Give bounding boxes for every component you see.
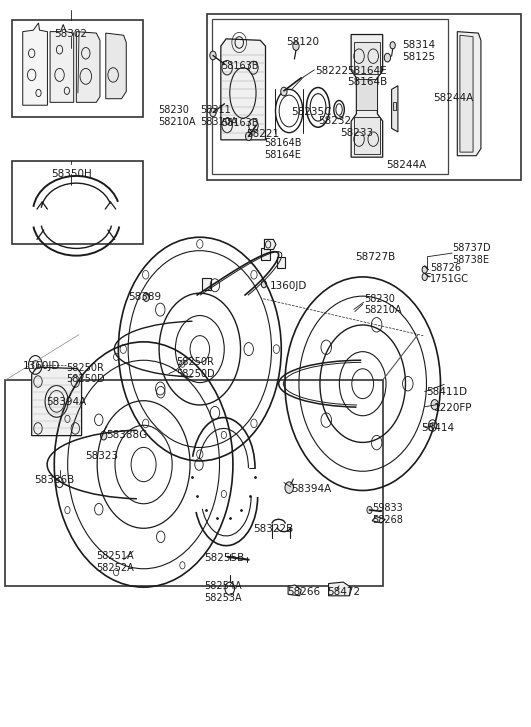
Bar (207, 14, 521, 180)
Polygon shape (457, 32, 481, 156)
Circle shape (100, 431, 107, 440)
Text: 58394A: 58394A (290, 484, 331, 494)
Text: 1220FP: 1220FP (434, 403, 472, 412)
Polygon shape (76, 32, 100, 103)
Polygon shape (50, 25, 74, 103)
Text: 58388G: 58388G (106, 430, 147, 440)
Polygon shape (392, 103, 396, 110)
Circle shape (422, 273, 427, 281)
Polygon shape (329, 582, 350, 596)
Text: 58266: 58266 (288, 587, 321, 597)
Polygon shape (221, 39, 266, 140)
Polygon shape (32, 367, 82, 435)
Text: 58250R
58250D: 58250R 58250D (66, 363, 105, 385)
Polygon shape (351, 34, 383, 157)
Text: 58322B: 58322B (253, 524, 293, 534)
Text: 58164E: 58164E (347, 66, 387, 76)
Polygon shape (460, 35, 473, 152)
Bar (354, 118, 380, 153)
Circle shape (285, 482, 293, 494)
Text: 58244A: 58244A (387, 160, 426, 170)
Text: 58726
1751GC: 58726 1751GC (430, 262, 469, 284)
Text: 58230
58210A: 58230 58210A (364, 294, 402, 315)
Text: 58414: 58414 (421, 423, 454, 433)
Circle shape (431, 422, 435, 428)
Text: 59833
58268: 59833 58268 (372, 504, 403, 525)
Text: 58411D: 58411D (426, 387, 467, 398)
Text: 58250R
58250D: 58250R 58250D (176, 357, 215, 379)
Text: 58233: 58233 (341, 128, 374, 137)
Bar (261, 248, 270, 260)
Circle shape (390, 41, 395, 49)
Text: 58254A
58253A: 58254A 58253A (204, 582, 242, 603)
Bar (5, 380, 383, 586)
Text: 58244A: 58244A (434, 93, 474, 103)
Text: 58255B: 58255B (204, 553, 245, 563)
Bar (277, 257, 286, 268)
Polygon shape (23, 23, 47, 105)
Text: 58230
58210A: 58230 58210A (158, 105, 195, 126)
Circle shape (245, 132, 252, 140)
Text: 58314: 58314 (402, 40, 435, 49)
Circle shape (422, 266, 427, 273)
Text: 58235C: 58235C (290, 107, 331, 117)
Text: 58120: 58120 (286, 38, 319, 47)
Polygon shape (106, 33, 126, 99)
Circle shape (143, 293, 149, 302)
Bar (354, 41, 380, 74)
Text: 1360JD: 1360JD (23, 361, 60, 371)
Text: 1360JD: 1360JD (270, 281, 307, 291)
Text: 58472: 58472 (328, 587, 361, 597)
Text: 58350H: 58350H (51, 169, 91, 180)
Text: 58737D
58738E: 58737D 58738E (452, 243, 491, 265)
Bar (12, 161, 142, 244)
Text: 58323: 58323 (85, 451, 118, 461)
Circle shape (210, 108, 216, 117)
Text: 58163B: 58163B (221, 119, 259, 128)
Text: 58394A: 58394A (46, 397, 87, 406)
Text: 58389: 58389 (128, 292, 161, 302)
Polygon shape (264, 239, 276, 249)
Circle shape (293, 41, 299, 50)
Bar (212, 20, 448, 174)
Text: 58251A
58252A: 58251A 58252A (96, 551, 133, 573)
Circle shape (384, 53, 391, 62)
Text: 58164B
58164E: 58164B 58164E (264, 138, 302, 160)
Text: 58727B: 58727B (355, 252, 395, 262)
Circle shape (261, 281, 267, 288)
Bar (356, 79, 378, 111)
Text: 58311
58310A: 58311 58310A (200, 105, 237, 126)
Circle shape (367, 506, 372, 513)
Polygon shape (288, 585, 301, 596)
Text: 58222: 58222 (315, 66, 348, 76)
Text: 58386B: 58386B (35, 475, 74, 486)
Text: 58221: 58221 (246, 129, 279, 139)
Polygon shape (372, 516, 386, 523)
Circle shape (281, 87, 287, 96)
Text: 58164B: 58164B (347, 77, 387, 87)
Circle shape (210, 51, 216, 60)
Text: 58163B: 58163B (221, 61, 259, 71)
Polygon shape (391, 86, 398, 132)
Text: 58125: 58125 (402, 52, 435, 62)
Text: 58232: 58232 (318, 116, 351, 126)
Bar (12, 20, 142, 117)
Circle shape (431, 400, 439, 410)
Bar (202, 278, 211, 290)
Text: 58302: 58302 (55, 29, 88, 39)
